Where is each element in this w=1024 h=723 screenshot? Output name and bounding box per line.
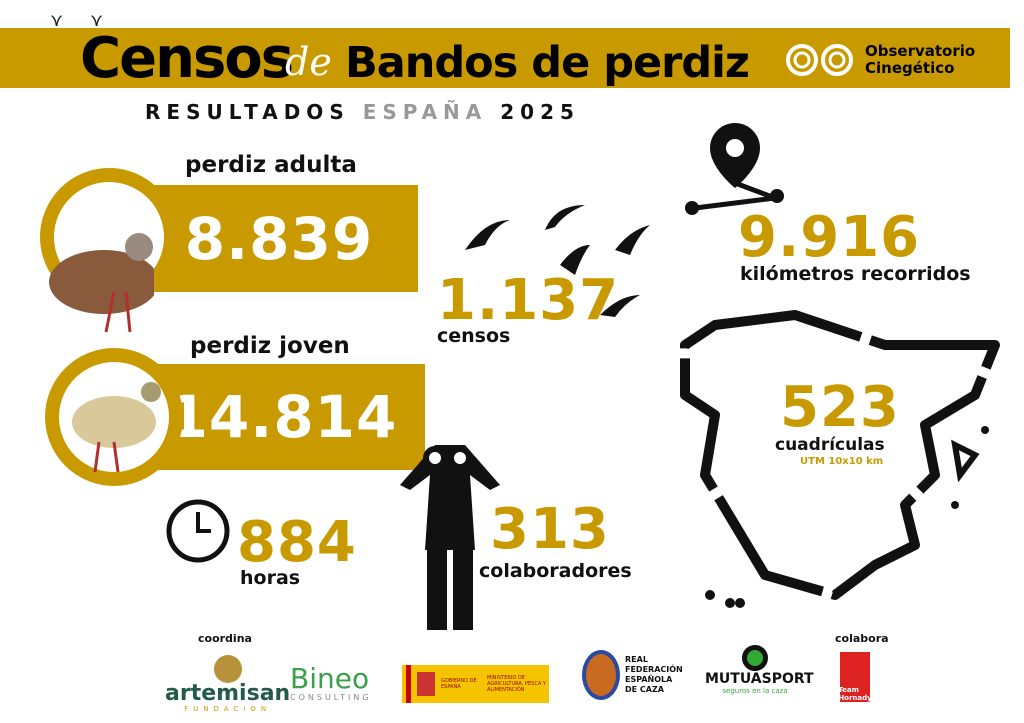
young-partridge-image <box>45 348 183 486</box>
adult-partridge-image <box>40 168 178 333</box>
subtitle: RESULTADOS ESPAÑA 2025 <box>145 100 580 124</box>
km-label: kilómetros recorridos <box>740 263 971 285</box>
artemisan-logo: artemisan FUNDACION <box>165 655 290 713</box>
observatorio-logo: Observatorio Cinegético <box>785 42 975 78</box>
org-name-2: Cinegético <box>865 59 955 77</box>
observatorio-rings-icon <box>786 44 853 76</box>
km-value: 9.916 <box>738 205 921 270</box>
person-binoculars-icon <box>400 445 500 630</box>
collaborators-value: 313 <box>490 497 610 562</box>
young-partridge-icon <box>72 382 161 473</box>
mutuasport-logo: MUTUASPORT seguros en la caza <box>705 645 814 695</box>
grids-unit: UTM 10x10 km <box>800 456 884 467</box>
map-pin-route-icon <box>685 123 784 215</box>
org-name-1: Observatorio <box>865 42 976 60</box>
title-bandos: Bandos de perdiz <box>345 38 750 88</box>
bineo-logo: Bineo CONSULTING <box>290 662 372 703</box>
hours-value: 884 <box>237 510 357 575</box>
colabora-label: colabora <box>835 632 889 645</box>
partridge-icon <box>49 233 154 333</box>
title-censos: Censos <box>80 26 294 91</box>
rfec-logo: REAL FEDERACIÓN ESPAÑOLA DE CAZA <box>582 650 685 700</box>
censos-label: censos <box>437 325 511 347</box>
grids-value: 523 <box>780 375 900 440</box>
hours-label: horas <box>240 567 301 589</box>
coordina-label: coordina <box>198 632 252 645</box>
hornady-logo: Team Hornady <box>838 652 872 702</box>
censos-value: 1.137 <box>437 268 620 333</box>
young-label: perdiz joven <box>190 333 350 359</box>
spain-map-outline <box>680 310 1000 608</box>
flying-birds-icon <box>465 205 650 317</box>
title-de: de <box>285 40 332 84</box>
clock-icon <box>166 499 230 563</box>
collaborators-label: colaboradores <box>479 560 632 582</box>
adult-label: perdiz adulta <box>185 152 357 178</box>
title-banner <box>0 28 1010 88</box>
grids-label: cuadrículas <box>775 435 885 455</box>
gobierno-logo: GOBIERNO DE ESPAÑA MINISTERIO DE AGRICULT… <box>402 665 549 703</box>
